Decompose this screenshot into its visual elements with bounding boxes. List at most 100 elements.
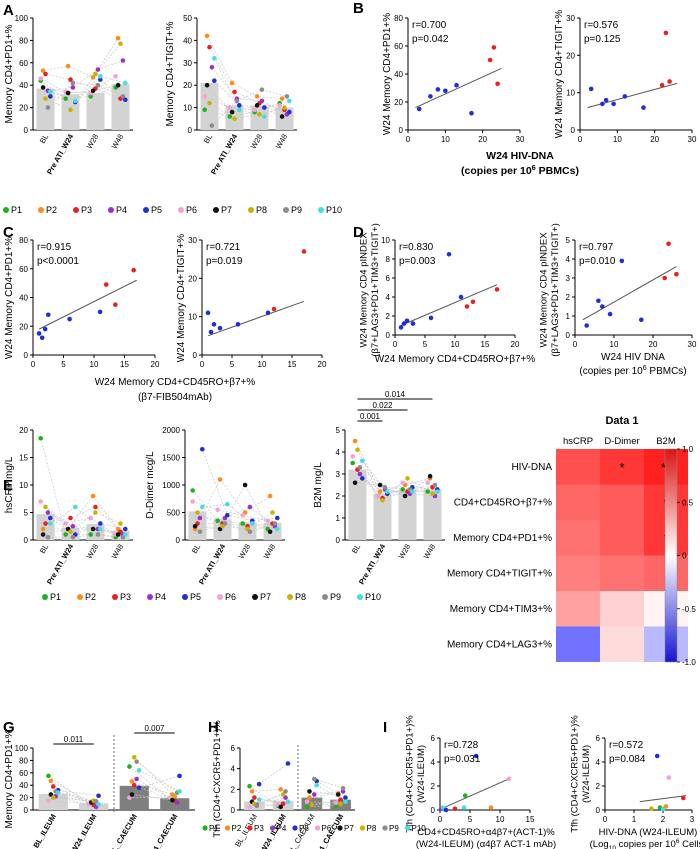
data-point [242,482,248,488]
y-tick-label: 5 [566,236,571,245]
data-point [654,753,660,759]
y-tick-label: 0 [231,806,236,815]
legend-label: P6 [225,592,236,602]
y-tick-label: 20 [19,794,28,803]
data-point [304,804,310,810]
y-tick-label: 0 [24,536,29,545]
data-point [50,784,56,789]
data-point [279,114,285,119]
data-point [357,471,363,477]
y-axis-title: W24 Memory CD4+TIGIT+% [176,234,187,362]
patient-line [214,80,290,113]
legend-marker [182,594,188,600]
data-point [197,529,203,535]
data-point [375,493,381,499]
heatmap-row-label: Memory CD4+LAG3+% [447,639,552,650]
heatmap-cell [600,626,644,662]
data-point [88,94,93,99]
data-point [90,75,96,80]
legend-label: P3 [120,592,131,602]
data-point [131,267,136,273]
data-point [234,98,240,104]
data-point [205,310,211,316]
y-tick-label: 10 [19,481,28,490]
data-point [250,521,255,526]
data-point [340,786,346,791]
data-point [428,94,433,99]
data-point [249,789,255,794]
data-point [350,454,356,459]
patient-line [199,523,276,533]
legend-label: P5 [299,824,309,833]
data-point [458,294,464,300]
y-tick-label: 30 [183,59,192,68]
panel-letter-E: E [3,477,13,494]
bar [36,88,55,130]
data-point [247,504,253,510]
y-tick-label: 2 [386,312,391,321]
x-axis-title: HIV-DNA (W24-ILEUM) [599,827,698,838]
legend-label: P9 [389,824,399,833]
data-point [470,299,476,305]
bar [86,93,105,130]
data-point [338,797,343,802]
y-tick-label: 0 [24,351,29,360]
data-point [48,792,54,797]
data-point [674,271,679,277]
patient-line [256,791,286,807]
x-axis-title: W24 HIV-DNA [486,150,554,162]
patient-line [50,506,126,535]
data-point [88,515,93,521]
data-point [659,82,665,88]
data-point [93,504,98,510]
y-tick-label: 60 [19,265,28,274]
legend-marker [202,825,208,831]
legend-label: P1 [11,205,22,215]
data-point [88,532,93,537]
y-tick-label: 60 [394,42,403,51]
data-point [98,526,103,532]
data-point [427,473,433,479]
heatmap-row-label: Memory CD4+TIM3+% [450,604,552,615]
chart-B1: 0 20 40 60 80 0 10 20 30 r=0.700 p=0.042 W24 Memory… [382,13,525,144]
x-tick-label: 15 [481,340,490,349]
data-point [227,114,232,119]
data-point [68,107,73,113]
y-tick-label: 4 [596,758,601,767]
p-value: p=0.125 [584,34,621,45]
patient-line [45,506,121,533]
bar [398,489,417,540]
data-point [404,318,410,324]
x-axis-title: CD4+CD45RO+α4β7+(ACT-1)% [417,827,555,838]
panel-letter-B: B [353,0,364,17]
legend-label: P5 [151,205,162,215]
y-tick-label: 0 [566,331,571,340]
data-point [207,44,212,50]
legend-label: P2 [85,592,96,602]
x-tick-label: Pre ATI_W24 [45,542,76,586]
x-tick-label: 0 [438,815,443,824]
patient-line [357,449,433,501]
data-point [190,499,195,504]
data-point [452,806,458,812]
data-point [275,515,280,521]
y-axis-title: Memory CD4+PD1+% [4,729,15,828]
data-point [227,105,232,110]
panel-letter-I: I [383,719,387,736]
patient-line [40,80,116,100]
patient-line [314,778,344,789]
patient-line [192,501,268,522]
data-point [127,795,132,800]
y-tick-label: 10 [188,313,197,322]
panel-letter-D: D [353,224,364,241]
data-point [70,523,76,529]
y-axis-title: (W24-ILEUM) [581,745,592,803]
x-tick-label: Pre ATI_W24 [209,132,240,176]
patient-line [249,804,279,808]
y-tick-label: 80 [19,756,28,765]
legend-label: P6 [322,824,332,833]
patient-line [206,35,283,99]
data-point [70,80,76,86]
data-point [343,795,348,800]
